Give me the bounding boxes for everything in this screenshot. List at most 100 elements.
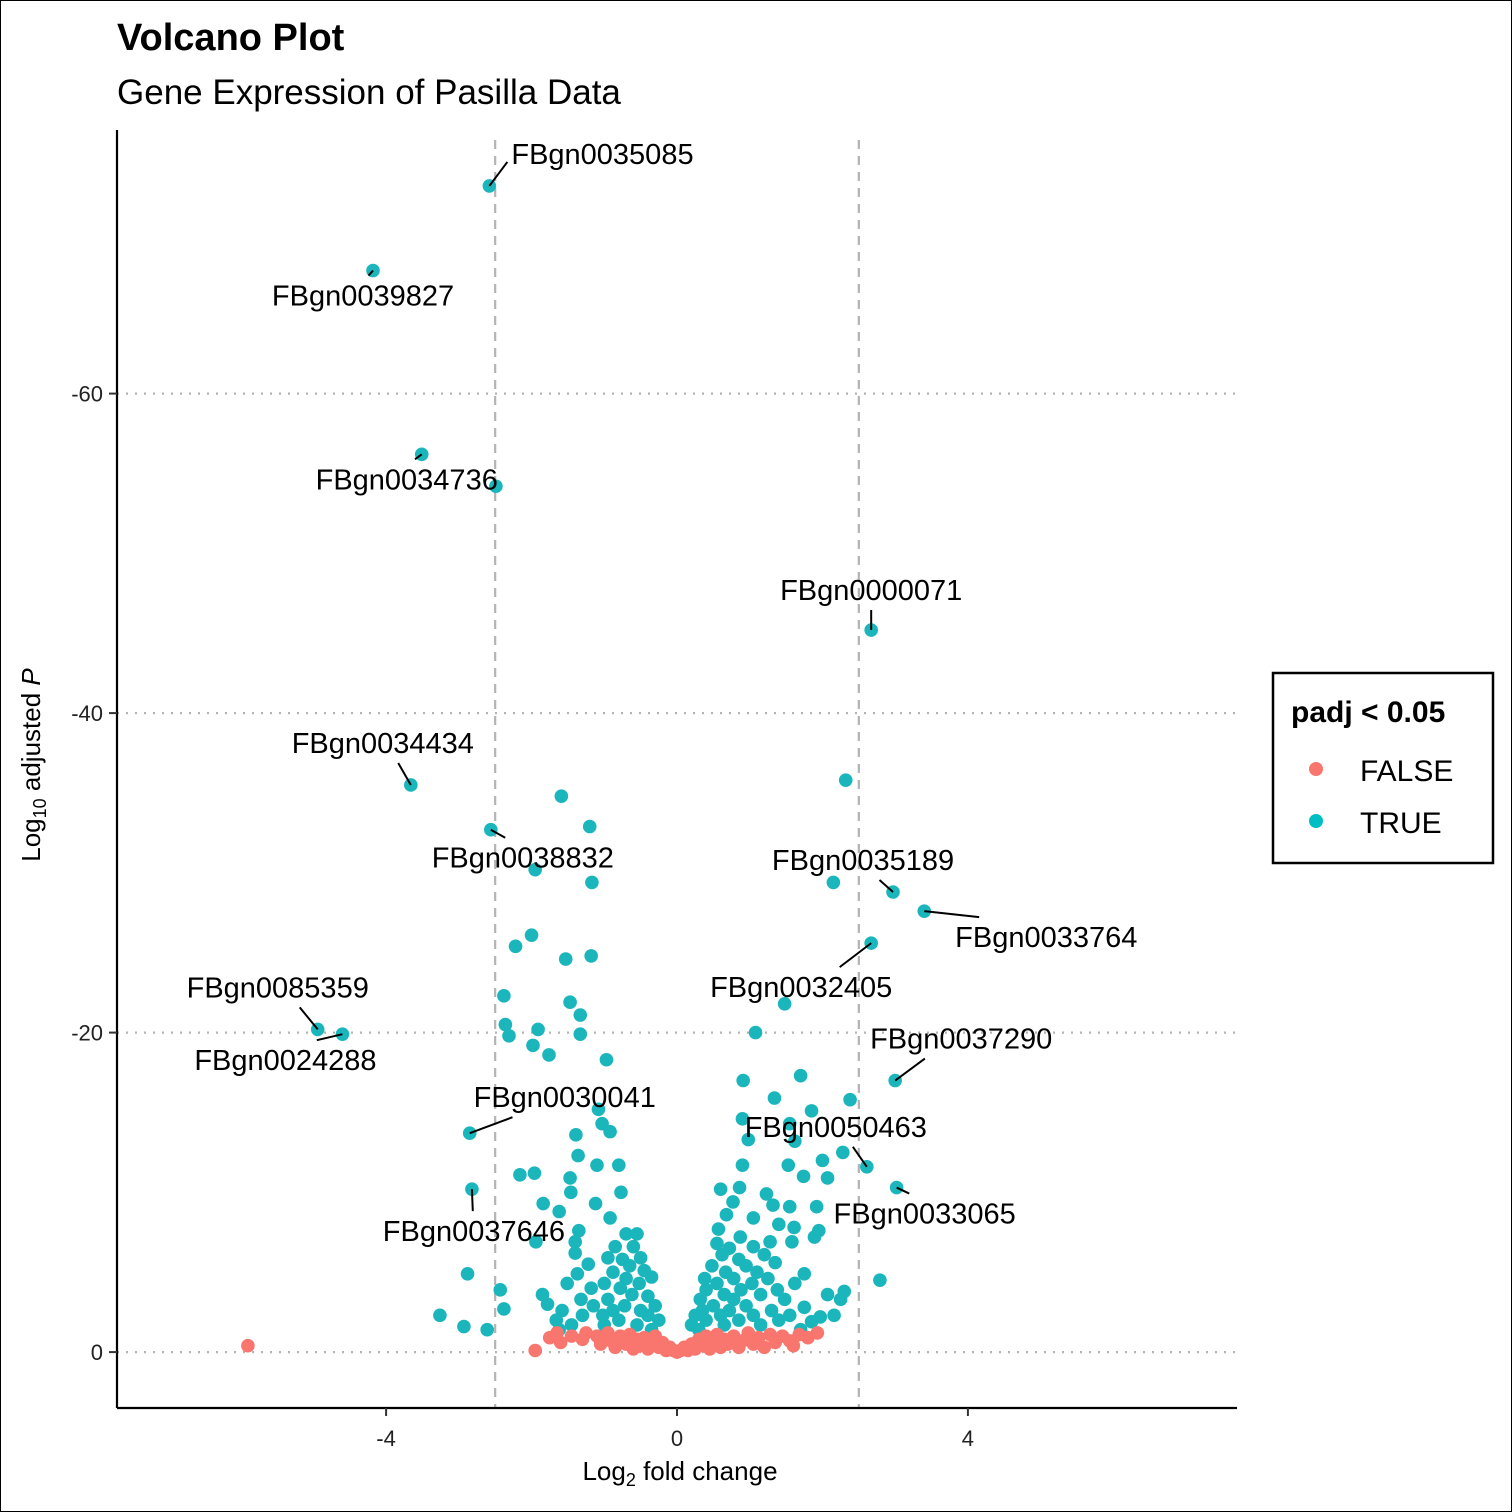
data-point-significant bbox=[590, 1158, 604, 1172]
data-point-significant bbox=[603, 1211, 617, 1225]
legend: padj < 0.05 FALSE TRUE bbox=[1271, 671, 1495, 865]
gene-label: FBgn0035189 bbox=[772, 845, 954, 877]
data-point-significant bbox=[782, 1116, 797, 1131]
label-connector bbox=[470, 1189, 474, 1212]
data-point-significant bbox=[746, 1239, 761, 1254]
data-point-significant bbox=[785, 1235, 799, 1249]
data-point-significant bbox=[554, 789, 569, 803]
data-point-significant bbox=[569, 1128, 583, 1142]
data-point-significant bbox=[726, 1292, 741, 1307]
data-point-significant bbox=[748, 1025, 763, 1040]
data-point-significant bbox=[563, 1171, 577, 1185]
data-point-significant bbox=[713, 1182, 728, 1196]
data-point-significant bbox=[608, 1239, 622, 1254]
data-point-significant bbox=[502, 1028, 516, 1043]
gene-label: FBgn0034736 bbox=[316, 464, 498, 496]
data-point-significant bbox=[588, 1196, 603, 1211]
data-point-significant bbox=[726, 1195, 740, 1209]
data-point-significant bbox=[582, 819, 597, 834]
label-connector bbox=[367, 269, 374, 277]
gene-label: FBgn0039827 bbox=[272, 281, 454, 313]
data-point-significant bbox=[759, 1187, 774, 1201]
data-point-significant bbox=[597, 1276, 612, 1291]
gene-label: FBgn0024288 bbox=[194, 1045, 376, 1077]
data-point-significant bbox=[617, 1298, 632, 1313]
label-connector bbox=[397, 762, 412, 786]
data-point-significant bbox=[641, 1308, 655, 1323]
grid-lines bbox=[117, 392, 1237, 1354]
data-point-significant bbox=[710, 1276, 724, 1291]
y-axis-label: Log10 adjusted P bbox=[16, 668, 50, 862]
data-point-significant bbox=[633, 1251, 648, 1265]
data-point-not-significant bbox=[608, 1340, 622, 1355]
legend-title: padj < 0.05 bbox=[1291, 696, 1445, 729]
data-point-significant bbox=[726, 1271, 741, 1286]
y-tick-label: -20 bbox=[71, 1021, 103, 1046]
data-point-significant bbox=[797, 1300, 812, 1315]
data-point-significant bbox=[630, 1318, 644, 1332]
data-point-significant bbox=[612, 1313, 626, 1327]
data-point-not-significant bbox=[553, 1335, 568, 1350]
data-point-significant bbox=[572, 1223, 586, 1238]
data-point-significant bbox=[735, 1158, 750, 1172]
label-connector bbox=[924, 910, 980, 919]
label-connector bbox=[490, 828, 506, 839]
data-point-significant bbox=[705, 1259, 719, 1273]
data-point-significant bbox=[497, 1302, 511, 1316]
data-point-significant bbox=[733, 1230, 748, 1244]
data-point-significant bbox=[746, 1211, 761, 1225]
data-point-significant bbox=[768, 1255, 782, 1270]
data-point-not-significant bbox=[786, 1338, 801, 1353]
labeled-data-point bbox=[465, 1182, 479, 1196]
label-connector bbox=[894, 1057, 926, 1082]
data-point-significant bbox=[697, 1271, 712, 1286]
data-point-significant bbox=[772, 1217, 786, 1232]
data-point-significant bbox=[622, 1259, 637, 1273]
data-point-significant bbox=[584, 1281, 598, 1295]
data-point-significant bbox=[498, 1017, 513, 1032]
data-point-significant bbox=[833, 1292, 848, 1307]
data-point-significant bbox=[750, 1265, 764, 1280]
data-point-significant bbox=[528, 862, 542, 877]
x-tick-label: 0 bbox=[671, 1426, 683, 1451]
data-point-significant bbox=[873, 1273, 887, 1287]
data-point-significant bbox=[804, 1104, 819, 1118]
data-point-significant bbox=[809, 1199, 824, 1214]
data-point-significant bbox=[581, 1257, 596, 1272]
data-point-significant bbox=[529, 1235, 543, 1249]
label-connector bbox=[852, 1146, 868, 1168]
data-point-significant bbox=[781, 1158, 796, 1172]
data-point-significant bbox=[457, 1319, 471, 1334]
data-point-significant bbox=[644, 1270, 659, 1284]
data-point-significant bbox=[836, 1145, 850, 1160]
data-point-significant bbox=[820, 1171, 835, 1185]
data-point-significant bbox=[711, 1222, 726, 1236]
data-point-significant bbox=[717, 1318, 732, 1332]
data-point-significant bbox=[524, 928, 539, 942]
data-point-significant bbox=[558, 952, 573, 966]
gene-label: FBgn0033764 bbox=[955, 922, 1137, 954]
data-point-significant bbox=[570, 1267, 585, 1281]
gene-label: FBgn0034434 bbox=[292, 728, 474, 760]
data-point-significant bbox=[796, 1169, 811, 1184]
data-point-significant bbox=[736, 1073, 750, 1088]
gene-label: FBgn0035085 bbox=[511, 139, 693, 171]
data-point-significant bbox=[630, 1227, 644, 1241]
data-point-significant bbox=[563, 995, 577, 1010]
data-point-significant bbox=[601, 1251, 615, 1265]
data-point-significant bbox=[732, 1313, 746, 1327]
data-point-significant bbox=[735, 1112, 750, 1126]
data-point-significant bbox=[536, 1196, 550, 1211]
data-point-significant bbox=[584, 949, 598, 963]
data-point-significant bbox=[614, 1185, 628, 1200]
data-point-significant bbox=[603, 1124, 617, 1139]
data-point-not-significant bbox=[575, 1332, 590, 1347]
data-point-significant bbox=[788, 1134, 802, 1149]
data-point-significant bbox=[564, 1318, 579, 1332]
chart-title: Volcano Plot bbox=[117, 17, 345, 59]
data-point-significant bbox=[560, 1276, 574, 1291]
data-point-significant bbox=[573, 1027, 588, 1041]
data-point-significant bbox=[586, 1298, 601, 1313]
data-point-significant bbox=[827, 1308, 841, 1323]
